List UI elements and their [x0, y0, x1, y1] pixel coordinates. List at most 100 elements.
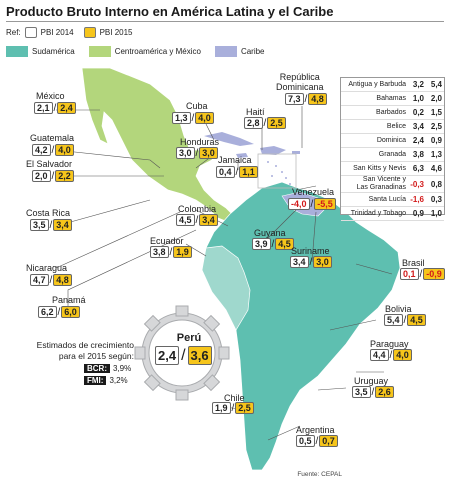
pbi2015-haiti: 2,5 — [267, 117, 286, 129]
values-guyana: 3,9/4,5 — [252, 238, 294, 250]
pbi2015-suriname: 3,0 — [313, 256, 332, 268]
label-guatemala: Guatemala — [30, 133, 75, 143]
pbi2015-guatemala: 4,0 — [55, 144, 74, 156]
pbi2015-honduras: 3,0 — [199, 147, 218, 159]
values-argentina: 0,5/0,7 — [296, 435, 338, 447]
pbi2015-uruguay: 2,6 — [375, 386, 394, 398]
values-cuba: 1,3/4,0 — [172, 112, 214, 124]
values-chile: 1,9/2,5 — [212, 402, 254, 414]
pbi2014-honduras: 3,0 — [176, 147, 195, 159]
estimate-bcr-label: BCR: — [84, 364, 110, 373]
label-panama: Panamá — [52, 295, 86, 305]
pbi2014-uruguay: 3,5 — [352, 386, 371, 398]
legend-swatch-caribe — [214, 45, 237, 57]
values-suriname: 3,4/3,0 — [290, 256, 332, 268]
values-mexico: 2,1/2,4 — [34, 102, 76, 114]
caribe-pbi2015: 0,3 — [426, 192, 444, 207]
pbi2014-guatemala: 4,2 — [32, 144, 51, 156]
pbi2014-peru: 2,4 — [155, 346, 180, 365]
pbi2015-nicaragua: 4,8 — [53, 274, 72, 286]
caribe-pbi2015: 5,4 — [426, 78, 444, 92]
values-haiti: 2,8/2,5 — [244, 117, 286, 129]
label-haiti: Haití — [246, 107, 265, 117]
label-guyana: Guyana — [254, 228, 286, 238]
peru-gear — [134, 305, 230, 401]
pbi2014-panama: 6,2 — [38, 306, 57, 318]
legend-swatch-sudamerica — [6, 45, 28, 57]
hispaniola-shape — [260, 146, 286, 155]
pbi2014-brasil: 0,1 — [400, 268, 419, 280]
pbi2015-cuba: 4,0 — [195, 112, 214, 124]
pbi2015-ecuador: 1,9 — [173, 246, 192, 258]
values-honduras: 3,0/3,0 — [176, 147, 218, 159]
pbi2015-elsalvador: 2,2 — [55, 170, 74, 182]
map-title: Producto Bruto Interno en América Latina… — [6, 4, 334, 19]
caribe-country-name: Bahamas — [341, 91, 408, 106]
values-uruguay: 3,5/2,6 — [352, 386, 394, 398]
caribe-country-name: Barbados — [341, 105, 408, 120]
label-venezuela: Venezuela — [292, 187, 335, 197]
values-nicaragua: 4,7/4,8 — [30, 274, 72, 286]
values-ecuador: 3,8/1,9 — [150, 246, 192, 258]
caribe-pbi2014: 3,2 — [408, 78, 426, 92]
caribe-pbi2014: 0,2 — [408, 105, 426, 120]
reference-key: Ref: PBI 2014 PBI 2015 — [6, 27, 133, 38]
values-costarica: 3,5/3,4 — [30, 219, 72, 231]
pbi2014-paraguay: 4,4 — [370, 349, 389, 361]
label-uruguay: Uruguay — [354, 376, 389, 386]
lesser-antilles-box — [257, 153, 297, 189]
pbi2014-elsalvador: 2,0 — [32, 170, 51, 182]
label-argentina: Argentina — [296, 425, 335, 435]
legend-label-centroamerica: Centroamérica y México — [114, 46, 201, 56]
pbi2015-venezuela: -5,5 — [314, 198, 336, 210]
label-cuba: Cuba — [186, 101, 208, 111]
pbi2015-panama: 6,0 — [61, 306, 80, 318]
estimate-bcr: BCR: 3,9% — [84, 364, 131, 373]
pbi2014-argentina: 0,5 — [296, 435, 315, 447]
estimates-heading: Estimados de crecimiento para el 2015 se… — [36, 340, 134, 361]
pbi2014-jamaica: 0,4 — [216, 166, 235, 178]
label-chile: Chile — [224, 393, 245, 403]
values-guatemala: 4,2/4,0 — [32, 144, 74, 156]
pbi2014-colombia: 4,5 — [176, 214, 195, 226]
label-brasil: Brasil — [402, 258, 425, 268]
pbi2014-suriname: 3,4 — [290, 256, 309, 268]
caribe-pbi2015: 2,0 — [426, 91, 444, 106]
values-elsalvador: 2,0/2,2 — [32, 170, 74, 182]
label-colombia: Colombia — [178, 204, 217, 214]
caribe-country-name: Granada — [341, 147, 408, 162]
label-nicaragua: Nicaragua — [26, 263, 68, 273]
label-honduras: Honduras — [180, 137, 220, 147]
caribe-country-name: Santa Lucía — [341, 192, 408, 207]
caribe-pbi2015: 0,9 — [426, 133, 444, 148]
legend-sudamerica: Sudamérica — [6, 45, 75, 57]
caribe-table: Antigua y Barbuda 3,2 5,4 Bahamas 1,0 2,0 Barb… — [340, 77, 445, 221]
values-paraguay: 4,4/4,0 — [370, 349, 412, 361]
pbi2014-repdom: 7,3 — [285, 93, 304, 105]
values-jamaica: 0,4/1,1 — [216, 166, 258, 178]
pbi2015-argentina: 0,7 — [319, 435, 338, 447]
caribe-pbi2014: 2,4 — [408, 133, 426, 148]
caribe-row: Trinidad y Tobago 0,9 1,0 — [341, 206, 444, 221]
peru-shape — [201, 245, 251, 331]
pbi2015-jamaica: 1,1 — [239, 166, 258, 178]
estimate-fmi-value: 3,2% — [109, 376, 128, 385]
caribe-pbi2014: 1,0 — [408, 91, 426, 106]
label-peru: Perú — [176, 332, 202, 344]
label-repdom: República Dominicana — [276, 72, 324, 92]
caribe-row: Granada 3,8 1,3 — [341, 147, 444, 162]
legend-label-caribe: Caribe — [240, 46, 265, 56]
label-elsalvador: El Salvador — [26, 159, 73, 169]
values-repdom: 7,3/4,8 — [285, 93, 327, 105]
pbi2014-mexico: 2,1 — [34, 102, 53, 114]
caribe-pbi2014: -0,3 — [408, 175, 426, 193]
label-ecuador: Ecuador — [150, 236, 184, 246]
values-peru: 2,4/3,6 — [155, 346, 212, 365]
pbi2014-chile: 1,9 — [212, 402, 231, 414]
caribe-pbi2014: -1,6 — [408, 192, 426, 207]
caribe-pbi2015: 2,5 — [426, 119, 444, 134]
caribe-pbi2015: 1,3 — [426, 147, 444, 162]
pbi2014-cuba: 1,3 — [172, 112, 191, 124]
caribe-country-name: San Kitts y Nevis — [341, 161, 408, 176]
legend-swatch-centroamerica — [88, 45, 111, 57]
